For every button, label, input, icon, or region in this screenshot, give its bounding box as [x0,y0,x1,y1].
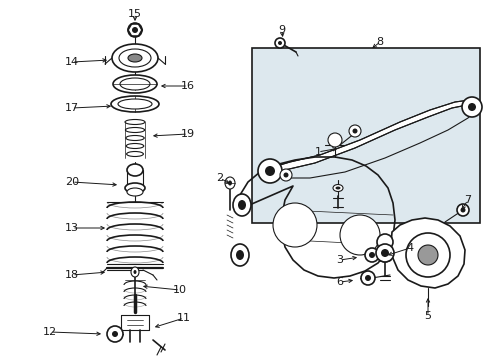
Ellipse shape [120,78,150,90]
Ellipse shape [127,188,142,196]
Ellipse shape [128,54,142,62]
Circle shape [405,233,449,277]
Ellipse shape [332,184,342,192]
Circle shape [128,23,142,37]
Ellipse shape [460,207,465,212]
Circle shape [112,331,118,337]
Ellipse shape [125,127,144,132]
Circle shape [376,234,392,250]
Text: 4: 4 [406,243,413,253]
Circle shape [107,326,123,342]
Ellipse shape [360,271,374,285]
Ellipse shape [119,49,151,67]
Circle shape [258,159,282,183]
Circle shape [264,166,274,176]
Text: 17: 17 [65,103,79,113]
Circle shape [339,215,379,255]
Ellipse shape [125,183,145,193]
Ellipse shape [111,96,159,112]
Ellipse shape [335,186,340,189]
Ellipse shape [113,75,157,93]
Ellipse shape [126,152,143,157]
Circle shape [461,97,481,117]
Text: 3: 3 [336,255,343,265]
Ellipse shape [125,135,144,140]
Ellipse shape [368,252,374,258]
Text: 5: 5 [424,311,430,321]
Text: 12: 12 [43,327,57,337]
Polygon shape [390,218,464,288]
Text: 14: 14 [65,57,79,67]
Text: 13: 13 [65,223,79,233]
Text: 16: 16 [181,81,195,91]
Ellipse shape [118,99,152,109]
Circle shape [132,27,138,33]
Text: 1: 1 [314,147,321,157]
Circle shape [417,245,437,265]
Ellipse shape [127,164,142,176]
Ellipse shape [230,244,248,266]
Ellipse shape [236,250,244,260]
Ellipse shape [364,275,370,281]
Text: 2: 2 [216,173,223,183]
Ellipse shape [224,177,235,189]
Text: 20: 20 [65,177,79,187]
Ellipse shape [456,204,468,216]
Ellipse shape [377,254,391,262]
Circle shape [274,38,285,48]
Circle shape [380,249,388,257]
Circle shape [327,133,341,147]
Ellipse shape [133,270,136,274]
Text: 6: 6 [336,277,343,287]
Text: 8: 8 [376,37,383,47]
Text: 11: 11 [177,313,191,323]
Polygon shape [269,100,471,174]
Ellipse shape [232,194,250,216]
Circle shape [348,125,360,137]
Circle shape [467,103,475,111]
Ellipse shape [227,180,231,185]
Text: 19: 19 [181,129,195,139]
Ellipse shape [238,200,245,210]
Circle shape [280,169,291,181]
Circle shape [278,41,282,45]
Ellipse shape [125,120,145,125]
Ellipse shape [131,267,139,277]
Text: 15: 15 [128,9,142,19]
Text: 10: 10 [173,285,186,295]
Bar [251,48,479,223]
Circle shape [283,172,288,177]
Circle shape [272,203,316,247]
Ellipse shape [112,44,158,72]
Ellipse shape [364,248,378,262]
Text: 9: 9 [278,25,285,35]
Text: 7: 7 [464,195,470,205]
Circle shape [352,129,357,134]
Circle shape [375,244,393,262]
Text: 18: 18 [65,270,79,280]
Ellipse shape [126,144,143,148]
